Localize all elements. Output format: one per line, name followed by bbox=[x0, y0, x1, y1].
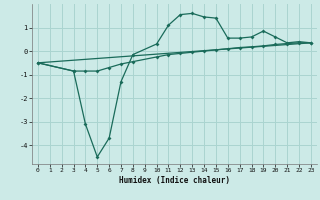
X-axis label: Humidex (Indice chaleur): Humidex (Indice chaleur) bbox=[119, 176, 230, 185]
